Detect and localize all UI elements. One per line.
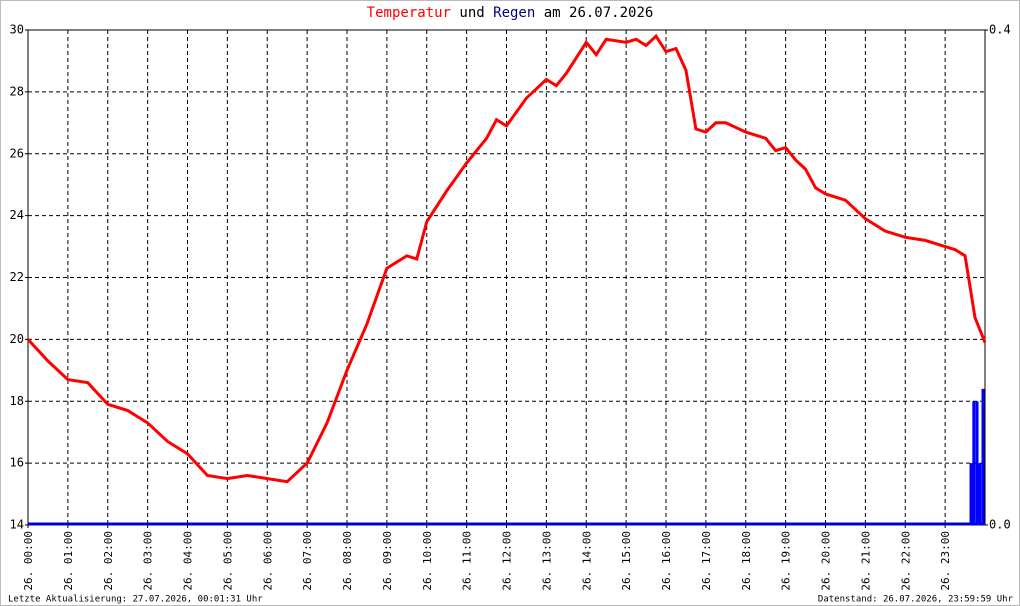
x-tick-label: 26. 03:00	[142, 531, 155, 591]
x-tick-label: 26. 14:00	[580, 531, 593, 591]
y-tick-label: 26	[10, 146, 24, 160]
x-tick-label: 26. 18:00	[740, 531, 753, 591]
x-tick-label: 26. 07:00	[301, 531, 314, 591]
chart-title: Temperatur und Regen am 26.07.2026	[367, 5, 654, 21]
y-tick-label: 30	[10, 23, 24, 37]
x-tick-label: 26. 10:00	[421, 531, 434, 591]
y-tick-label: 16	[10, 456, 24, 470]
x-tick-label: 26. 09:00	[381, 531, 394, 591]
x-tick-label: 26. 19:00	[780, 531, 793, 591]
x-tick-label: 26. 06:00	[261, 531, 274, 591]
title-part: und	[459, 5, 484, 21]
rain-bar	[969, 463, 973, 525]
rain-bar	[978, 463, 982, 525]
temperature-line	[26, 33, 987, 484]
x-tick-label: 26. 08:00	[341, 531, 354, 591]
x-tick-label: 26. 00:00	[22, 531, 35, 591]
rain-bar	[981, 388, 985, 525]
x-tick-label: 26. 04:00	[182, 531, 195, 591]
y-tick-label: 22	[10, 270, 24, 284]
rain-bar	[975, 401, 979, 525]
y-tick-label: 28	[10, 84, 24, 98]
x-tick-label: 26. 17:00	[700, 531, 713, 591]
footer-right: Datenstand: 26.07.2026, 23:59:59 Uhr	[818, 595, 1014, 605]
y-tick-label: 14	[10, 518, 24, 532]
x-tick-label: 26. 16:00	[660, 531, 673, 591]
x-tick-label: 26. 02:00	[102, 531, 115, 591]
x-tick-label: 26. 15:00	[620, 531, 633, 591]
title-part: am 26.07.2026	[544, 5, 654, 21]
x-tick-label: 26. 22:00	[899, 531, 912, 591]
rain-bar	[972, 401, 976, 525]
y2-tick-label: 0.0	[989, 518, 1011, 532]
x-tick-label: 26. 01:00	[62, 531, 75, 591]
y-tick-label: 20	[10, 332, 24, 346]
title-part: Regen	[493, 5, 535, 21]
y2-tick-label: 0.4	[989, 23, 1011, 37]
footer-left: Letzte Aktualisierung: 27.07.2026, 00:01…	[8, 595, 263, 605]
x-tick-label: 26. 20:00	[820, 531, 833, 591]
x-tick-label: 26. 05:00	[221, 531, 234, 591]
title-part: Temperatur	[367, 5, 451, 21]
y-tick-label: 24	[10, 208, 24, 222]
x-tick-label: 26. 13:00	[540, 531, 553, 591]
x-tick-label: 26. 12:00	[501, 531, 514, 591]
x-tick-label: 26. 23:00	[939, 531, 952, 591]
x-tick-label: 26. 21:00	[859, 531, 872, 591]
y-tick-label: 18	[10, 394, 24, 408]
x-tick-label: 26. 11:00	[461, 531, 474, 591]
